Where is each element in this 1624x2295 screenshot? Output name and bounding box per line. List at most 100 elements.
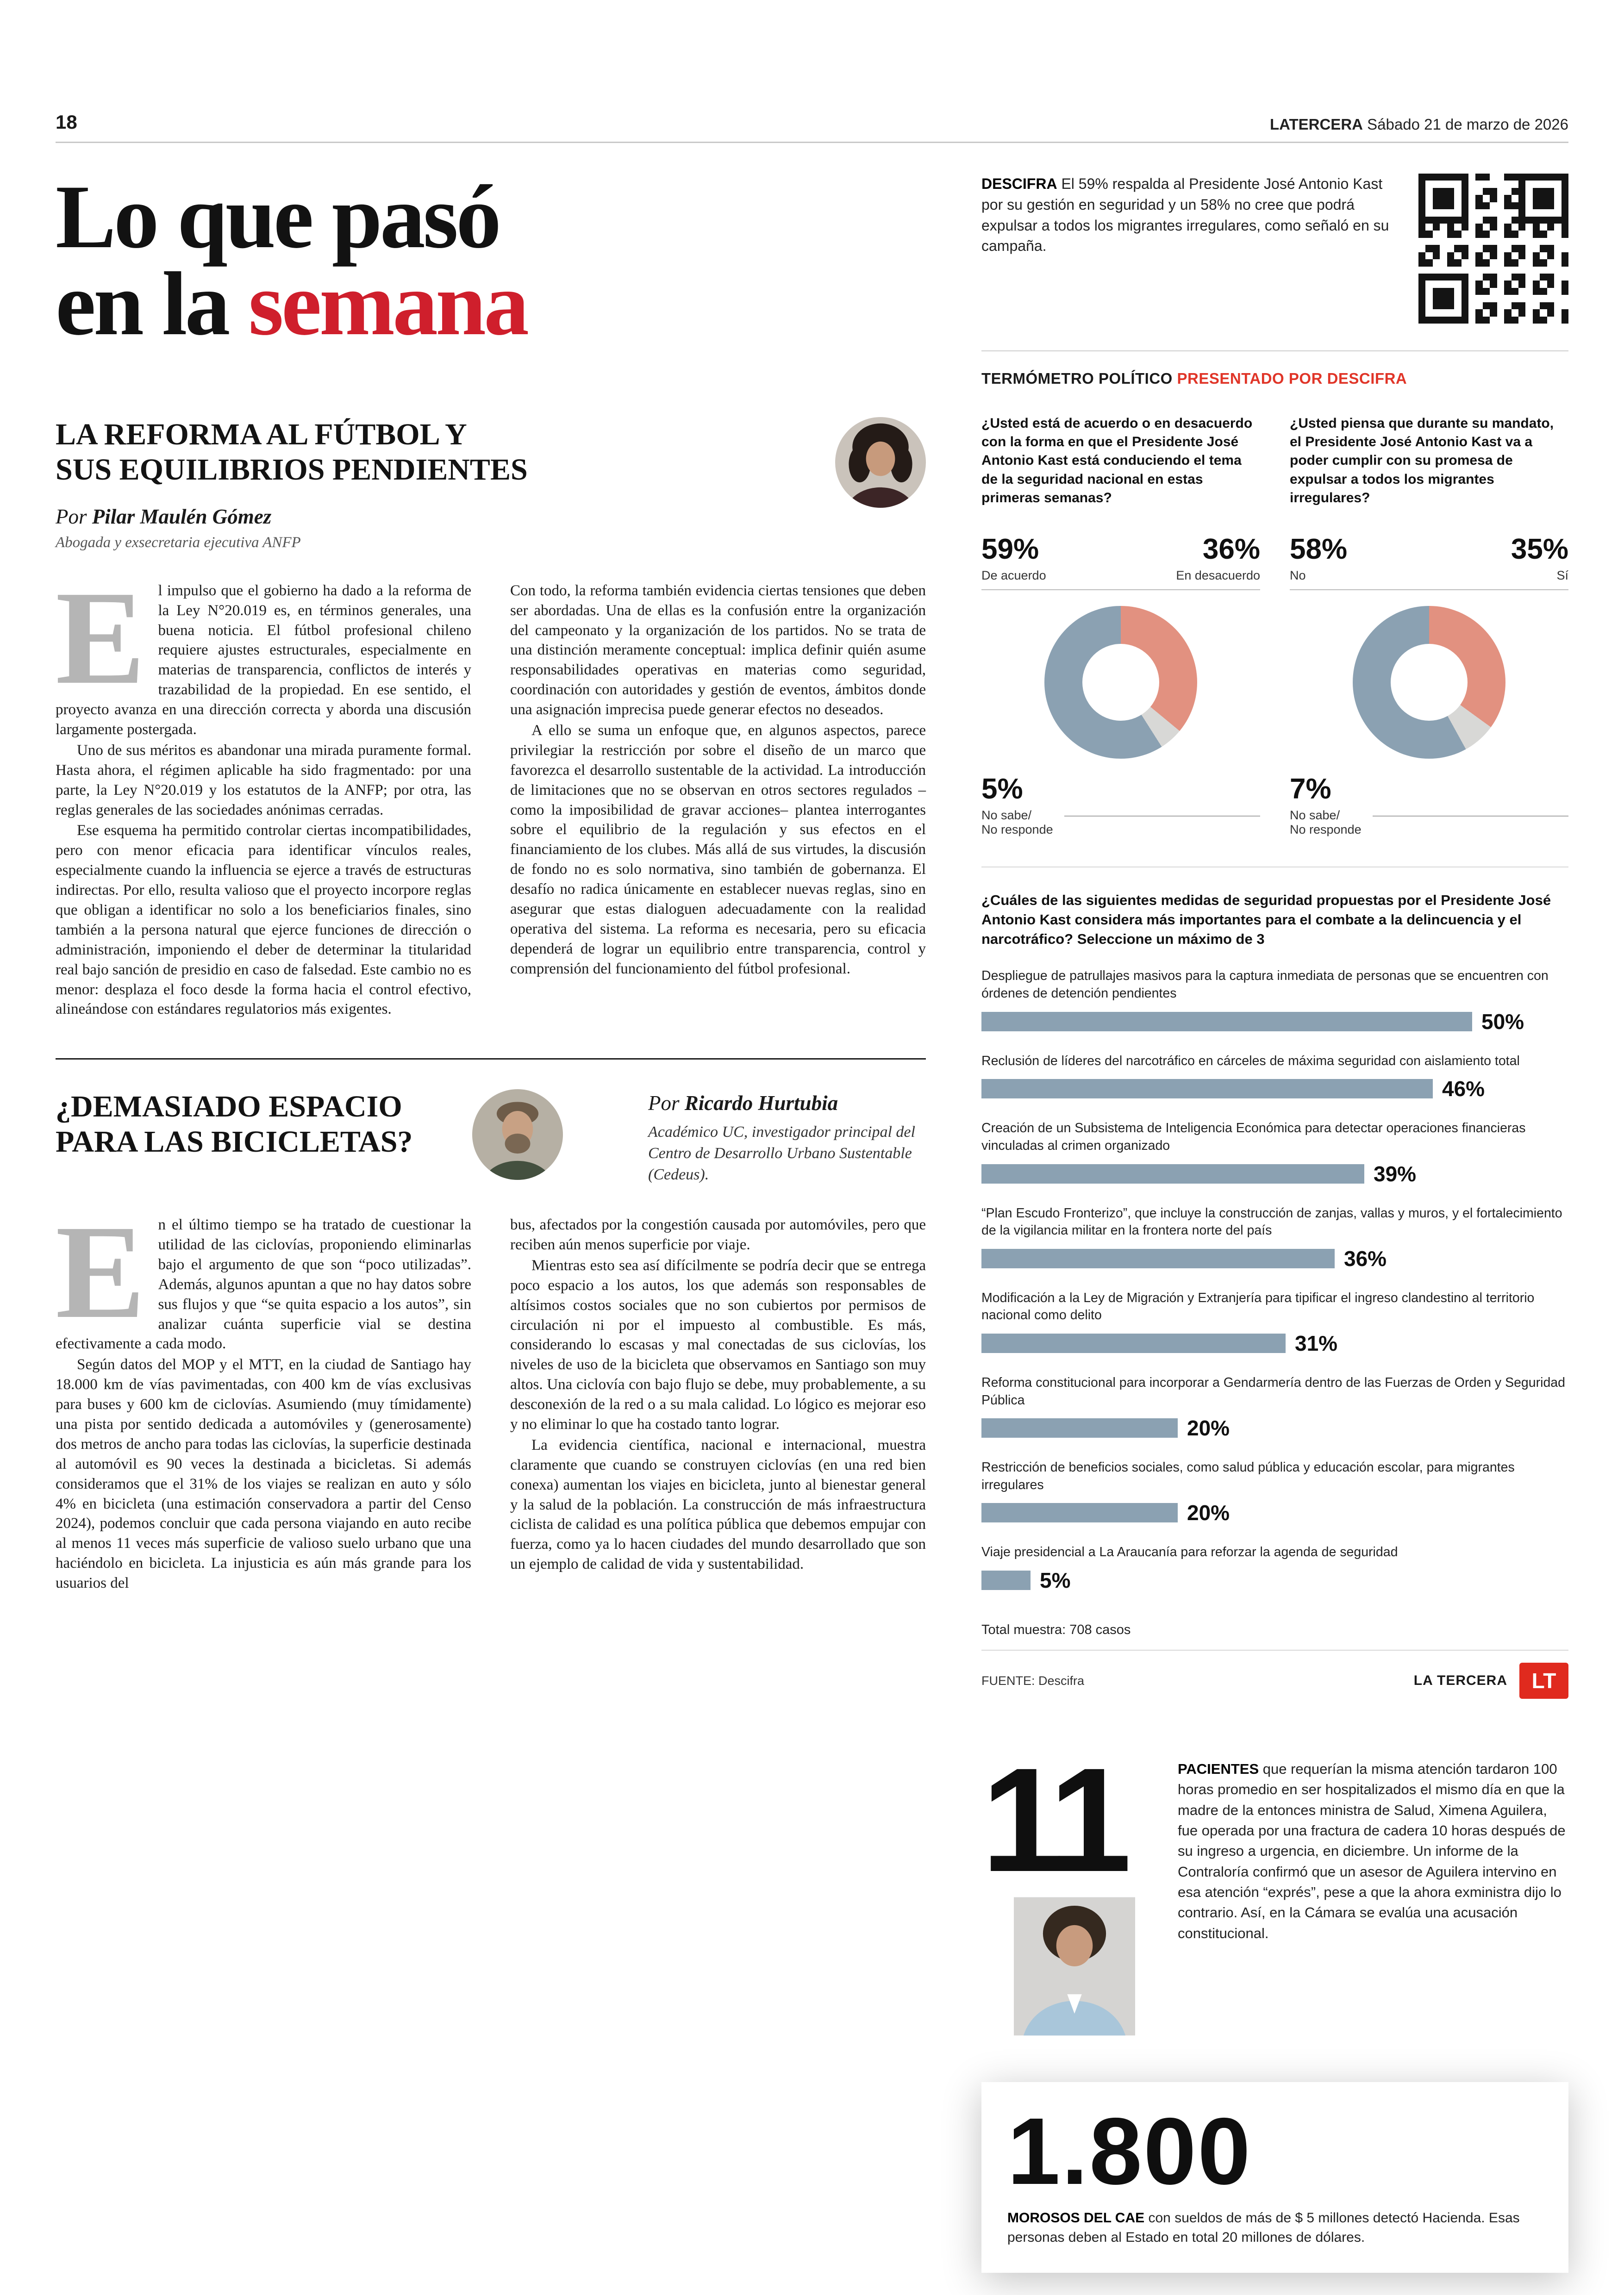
page-number: 18 — [56, 111, 77, 133]
bar — [981, 1011, 1472, 1031]
eleven-news-item: 11 PACIENTES que requerían la misma aten… — [981, 1737, 1568, 2036]
donut-question: ¿Usted está de acuerdo o en desacuerdo c… — [981, 416, 1253, 505]
donut-charts: ¿Usted está de acuerdo o en desacuerdo c… — [981, 414, 1568, 837]
ximena-aguilera-photo — [1014, 1897, 1135, 2036]
donut-slice-label: 36% En desacuerdo — [1176, 533, 1260, 582]
leader-line — [1064, 816, 1260, 817]
bar-value: 39% — [1374, 1161, 1417, 1186]
bar — [981, 1571, 1031, 1590]
donut-top-labels: 59% De acuerdo 36% En desacuerdo — [981, 533, 1260, 590]
bar-label: Reclusión de líderes del narcotráfico en… — [981, 1053, 1520, 1068]
article1-byline: Por Pilar Maulén Gómez — [56, 505, 272, 528]
article1-title: LA REFORMA AL FÚTBOL Y SUS EQUILIBRIOS P… — [56, 418, 528, 486]
article2-col2: bus, afectados por la congestión causada… — [510, 1216, 926, 1573]
dateline: LATERCERA Sábado 21 de marzo de 2026 — [1270, 116, 1568, 133]
source-label: FUENTE: Descifra — [981, 1673, 1085, 1688]
bar-row: “Plan Escudo Fronterizo”, que incluye la… — [981, 1205, 1568, 1271]
bar-label: Modificación a la Ley de Migración y Ext… — [981, 1290, 1535, 1323]
article1-header: LA REFORMA AL FÚTBOL Y SUS EQUILIBRIOS P… — [56, 417, 926, 551]
bar-label: “Plan Escudo Fronterizo”, que incluye la… — [981, 1205, 1562, 1238]
bar-value: 20% — [1187, 1501, 1230, 1525]
lt-logo: LT — [1519, 1663, 1568, 1699]
bar — [981, 1503, 1178, 1523]
termometro-header: TERMÓMETRO POLÍTICO PRESENTADO POR DESCI… — [981, 370, 1407, 387]
headline-accent: semana — [248, 254, 529, 355]
article2-byline: Por Ricardo Hurtubia — [648, 1091, 838, 1115]
bar — [981, 1164, 1364, 1184]
donut-chart-2: ¿Usted piensa que durante su mandato, el… — [1290, 414, 1568, 837]
bar-row: Modificación a la Ley de Migración y Ext… — [981, 1290, 1568, 1356]
morosos-lead: MOROSOS DEL CAE — [1007, 2210, 1145, 2226]
article1-author: Pilar Maulén Gómez — [92, 505, 272, 528]
author-photo-ricardo — [472, 1089, 563, 1180]
bar-chart-section: ¿Cuáles de las siguientes medidas de seg… — [981, 867, 1568, 1699]
source-row: FUENTE: Descifra LA TERCERA LT — [981, 1663, 1568, 1699]
donut-top-labels: 58% No 35% Sí — [1290, 533, 1568, 590]
bar — [981, 1079, 1433, 1099]
bar-row: Reforma constitucional para incorporar a… — [981, 1374, 1568, 1441]
eleven-left: 11 — [981, 1737, 1157, 2036]
bar-row: Creación de un Subsistema de Inteligenci… — [981, 1120, 1568, 1186]
section-divider — [56, 1058, 926, 1060]
bar-row: Despliegue de patrullajes masivos para l… — [981, 967, 1568, 1034]
leader-line — [1372, 816, 1568, 817]
bar-value: 36% — [1344, 1246, 1387, 1271]
termometro-section: TERMÓMETRO POLÍTICO PRESENTADO POR DESCI… — [981, 350, 1568, 1699]
donut-slice-label: 59% De acuerdo — [981, 533, 1046, 582]
page-title: Lo que pasó en la semana — [56, 172, 926, 349]
morosos-text: MOROSOS DEL CAE con sueldos de más de $ … — [1007, 2210, 1520, 2245]
sample-note: Total muestra: 708 casos — [981, 1622, 1568, 1651]
pilar-portrait-illustration — [835, 417, 926, 508]
bar — [981, 1248, 1335, 1268]
presented-by-label: PRESENTADO POR DESCIFRA — [1177, 370, 1407, 387]
bar-value: 50% — [1481, 1009, 1524, 1034]
bar-row: Restricción de beneficios sociales, como… — [981, 1459, 1568, 1525]
dropcap: E — [56, 1197, 145, 1347]
bar-chart: Despliegue de patrullajes masivos para l… — [981, 967, 1568, 1593]
dropcap: E — [56, 563, 145, 712]
article2-author: Ricardo Hurtubia — [684, 1091, 838, 1115]
eleven-lead: PACIENTES — [1178, 1761, 1259, 1777]
right-column: DESCIFRA El 59% respalda al Presidente J… — [981, 174, 1568, 2273]
donut — [1353, 606, 1505, 759]
article2-byline-block: Por Ricardo Hurtubia Académico UC, inves… — [648, 1089, 926, 1185]
donut-nosabe-label: 7% No sabe/No responde — [1290, 773, 1568, 837]
article1-col2: Con todo, la reforma también evidencia c… — [510, 582, 926, 977]
bar-value: 5% — [1040, 1568, 1071, 1592]
bar-chart-title: ¿Cuáles de las siguientes medidas de seg… — [981, 892, 1551, 948]
donut-chart-1: ¿Usted está de acuerdo o en desacuerdo c… — [981, 414, 1260, 837]
qr-code — [1418, 174, 1568, 324]
bar-value: 46% — [1442, 1077, 1485, 1101]
descifra-brand: DESCIFRA — [981, 175, 1057, 192]
morosos-card: 1.800 MOROSOS DEL CAE con sueldos de más… — [981, 2082, 1568, 2273]
masthead: LATERCERA — [1269, 116, 1363, 133]
big-number-11: 11 — [981, 1737, 1131, 1902]
descifra-text: DESCIFRA El 59% respalda al Presidente J… — [981, 175, 1389, 255]
bar-row: Reclusión de líderes del narcotráfico en… — [981, 1053, 1568, 1102]
brand-row: LA TERCERA LT — [1414, 1663, 1568, 1699]
article2-header: ¿DEMASIADO ESPACIO PARA LAS BICICLETAS? … — [56, 1089, 926, 1185]
page-header: 18 LATERCERA Sábado 21 de marzo de 2026 — [56, 111, 1568, 143]
donut-slice-label: 58% No — [1290, 533, 1348, 582]
bar-label: Viaje presidencial a La Araucanía para r… — [981, 1545, 1398, 1560]
big-number-1800: 1.800 — [1007, 2098, 1252, 2205]
article1-author-role: Abogada y exsecretaria ejecutiva ANFP — [56, 534, 301, 551]
bar-row: Viaje presidencial a La Araucanía para r… — [981, 1544, 1568, 1593]
bar-label: Restricción de beneficios sociales, como… — [981, 1460, 1515, 1492]
bar — [981, 1418, 1178, 1438]
bar-label: Reforma constitucional para incorporar a… — [981, 1375, 1565, 1408]
ximena-portrait-illustration — [1014, 1897, 1135, 2036]
article2-author-role: Académico UC, investigador principal del… — [648, 1123, 915, 1184]
author-photo-pilar — [835, 417, 926, 508]
headline-line1: Lo que pasó — [56, 167, 501, 267]
eleven-text: PACIENTES que requerían la misma atenció… — [1178, 1761, 1566, 1941]
donut — [1044, 606, 1197, 759]
donut-nosabe-label: 5% No sabe/No responde — [981, 773, 1260, 837]
bar-label: Despliegue de patrullajes masivos para l… — [981, 968, 1549, 1001]
donut-slice-label: 35% Sí — [1511, 533, 1568, 582]
